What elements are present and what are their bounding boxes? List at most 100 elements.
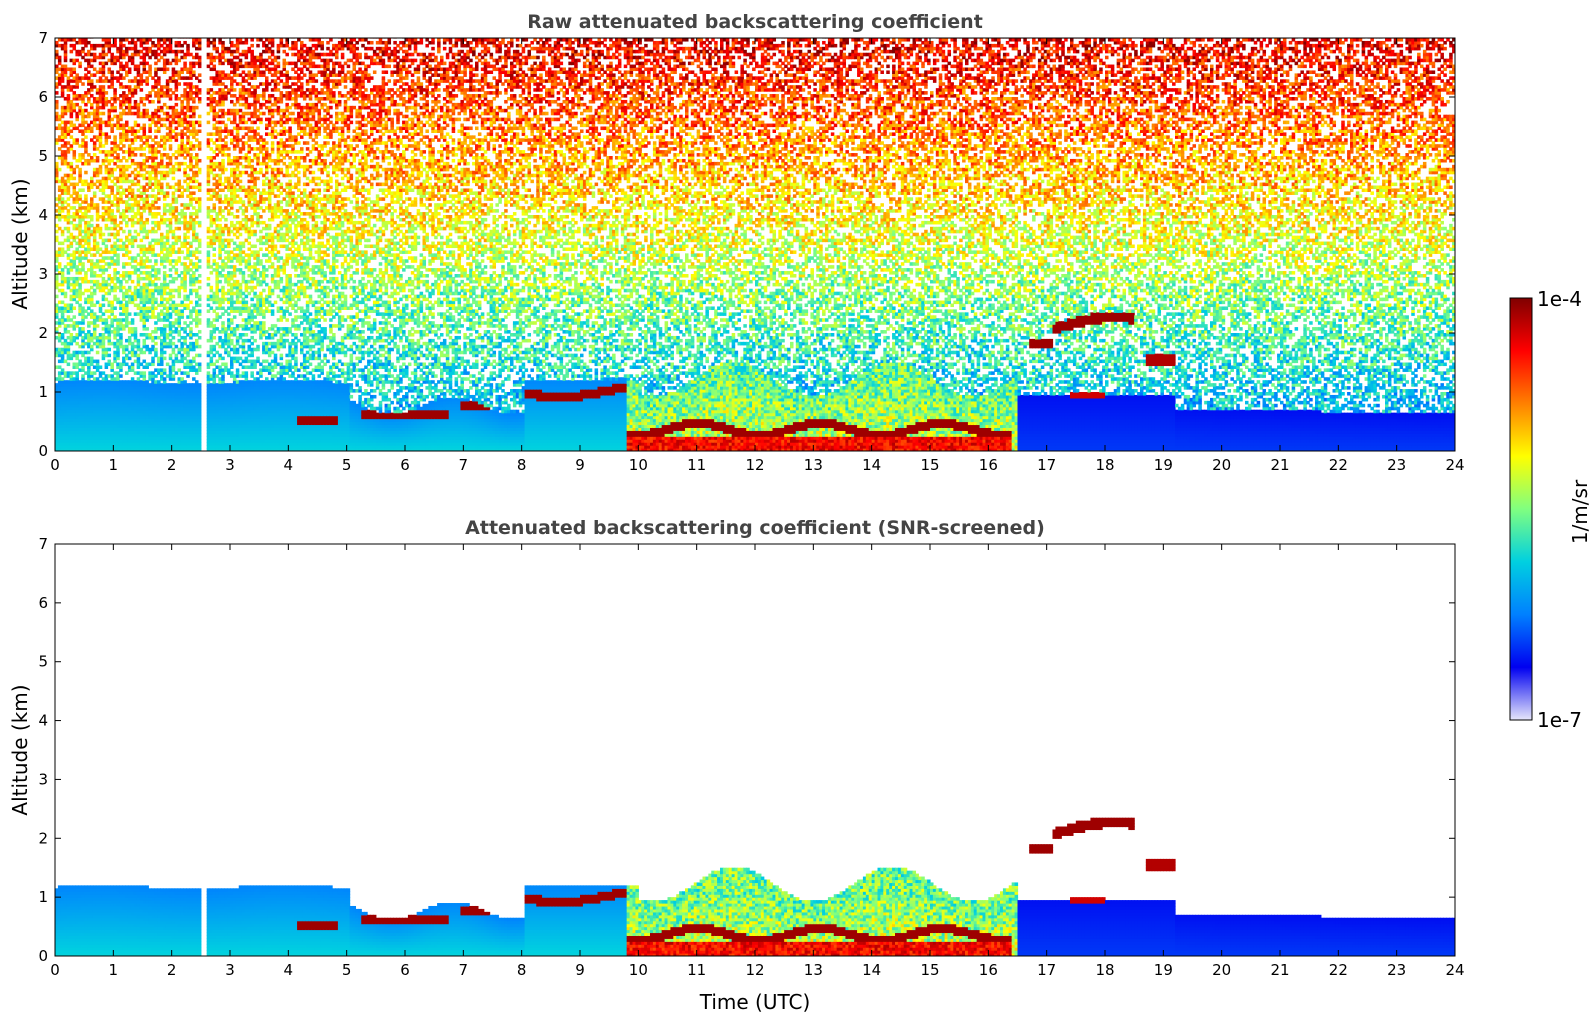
heatmap-cell bbox=[128, 250, 132, 254]
heatmap-cell bbox=[163, 368, 167, 372]
heatmap-cell bbox=[128, 286, 132, 290]
heatmap-cell bbox=[84, 141, 88, 145]
heatmap-cell bbox=[198, 345, 202, 349]
heatmap-cell bbox=[78, 168, 82, 172]
heatmap-cell bbox=[198, 330, 202, 334]
heatmap-cell bbox=[195, 233, 199, 237]
heatmap-cell bbox=[128, 230, 132, 234]
heatmap-cell bbox=[99, 365, 103, 369]
heatmap-cell bbox=[122, 230, 126, 234]
heatmap-cell bbox=[172, 295, 176, 299]
heatmap-cell bbox=[73, 150, 77, 154]
heatmap-cell bbox=[73, 306, 77, 310]
heatmap-cell bbox=[113, 88, 117, 92]
heatmap-cell bbox=[90, 79, 94, 83]
heatmap-cell bbox=[154, 342, 158, 346]
heatmap-cell bbox=[198, 309, 202, 313]
heatmap-cell bbox=[125, 121, 129, 125]
heatmap-cell bbox=[110, 209, 114, 213]
heatmap-cell bbox=[172, 177, 176, 181]
heatmap-cell bbox=[131, 318, 135, 322]
heatmap-cell bbox=[163, 351, 167, 355]
heatmap-cell bbox=[55, 295, 59, 299]
heatmap-cell bbox=[157, 268, 161, 272]
heatmap-cell bbox=[73, 68, 77, 72]
heatmap-cell bbox=[84, 194, 88, 198]
heatmap-cell bbox=[154, 348, 158, 352]
heatmap-cell bbox=[84, 171, 88, 175]
heatmap-cell bbox=[192, 70, 196, 74]
heatmap-cell bbox=[105, 245, 109, 249]
heatmap-cell bbox=[90, 215, 94, 219]
heatmap-cell bbox=[58, 262, 62, 266]
heatmap-cell bbox=[73, 315, 77, 319]
heatmap-cell bbox=[166, 68, 170, 72]
heatmap-cell bbox=[169, 144, 173, 148]
heatmap-cell bbox=[137, 339, 141, 343]
heatmap-cell bbox=[102, 85, 106, 89]
heatmap-cell bbox=[96, 242, 100, 246]
heatmap-cell bbox=[186, 236, 190, 240]
heatmap-cell bbox=[143, 124, 147, 128]
heatmap-cell bbox=[128, 68, 132, 72]
heatmap-cell bbox=[55, 50, 59, 54]
heatmap-cell bbox=[119, 374, 123, 378]
heatmap-cell bbox=[154, 259, 158, 263]
heatmap-cell bbox=[140, 88, 144, 92]
heatmap-cell bbox=[55, 100, 59, 104]
heatmap-cell bbox=[81, 327, 85, 331]
heatmap-cell bbox=[102, 233, 106, 237]
heatmap-cell bbox=[113, 306, 117, 310]
heatmap-cell bbox=[134, 327, 138, 331]
heatmap-cell bbox=[96, 156, 100, 160]
heatmap-cell bbox=[108, 135, 112, 139]
heatmap-cell bbox=[157, 277, 161, 281]
heatmap-cell bbox=[198, 363, 202, 367]
heatmap-cell bbox=[148, 65, 152, 69]
heatmap-cell bbox=[186, 44, 190, 48]
heatmap-cell bbox=[96, 324, 100, 328]
heatmap-cell bbox=[148, 259, 152, 263]
heatmap-cell bbox=[157, 206, 161, 210]
heatmap-cell bbox=[55, 236, 59, 240]
heatmap-cell bbox=[110, 70, 114, 74]
heatmap-cell bbox=[134, 153, 138, 157]
heatmap-cell bbox=[55, 162, 59, 166]
heatmap-cell bbox=[96, 351, 100, 355]
heatmap-cell bbox=[70, 162, 74, 166]
heatmap-cell bbox=[154, 298, 158, 302]
heatmap-cell bbox=[73, 177, 77, 181]
panel-raw-heatmap bbox=[55, 35, 1456, 452]
heatmap-cell bbox=[157, 76, 161, 80]
heatmap-cell bbox=[67, 227, 71, 231]
heatmap-cell bbox=[183, 212, 187, 216]
heatmap-cell bbox=[55, 91, 59, 95]
heatmap-cell bbox=[96, 360, 100, 364]
heatmap-cell bbox=[105, 91, 109, 95]
heatmap-cell bbox=[163, 357, 167, 361]
heatmap-cell bbox=[189, 301, 193, 305]
heatmap-cell bbox=[131, 280, 135, 284]
heatmap-cell bbox=[116, 153, 120, 157]
heatmap-cell bbox=[178, 236, 182, 240]
heatmap-cell bbox=[198, 318, 202, 322]
heatmap-cell bbox=[93, 191, 97, 195]
heatmap-cell bbox=[163, 265, 167, 269]
heatmap-cell bbox=[99, 227, 103, 231]
heatmap-cell bbox=[183, 62, 187, 66]
heatmap-cell bbox=[108, 354, 112, 358]
heatmap-cell bbox=[64, 292, 68, 296]
heatmap-cell bbox=[145, 218, 149, 222]
heatmap-cell bbox=[102, 304, 106, 308]
heatmap-cell bbox=[113, 135, 117, 139]
heatmap-cell bbox=[157, 197, 161, 201]
heatmap-cell bbox=[84, 135, 88, 139]
heatmap-cell bbox=[102, 112, 106, 116]
heatmap-cell bbox=[113, 106, 117, 110]
heatmap-cell bbox=[178, 227, 182, 231]
heatmap-cell bbox=[151, 100, 155, 104]
heatmap-cell bbox=[195, 106, 199, 110]
heatmap-cell bbox=[119, 333, 123, 337]
heatmap-cell bbox=[180, 250, 184, 254]
